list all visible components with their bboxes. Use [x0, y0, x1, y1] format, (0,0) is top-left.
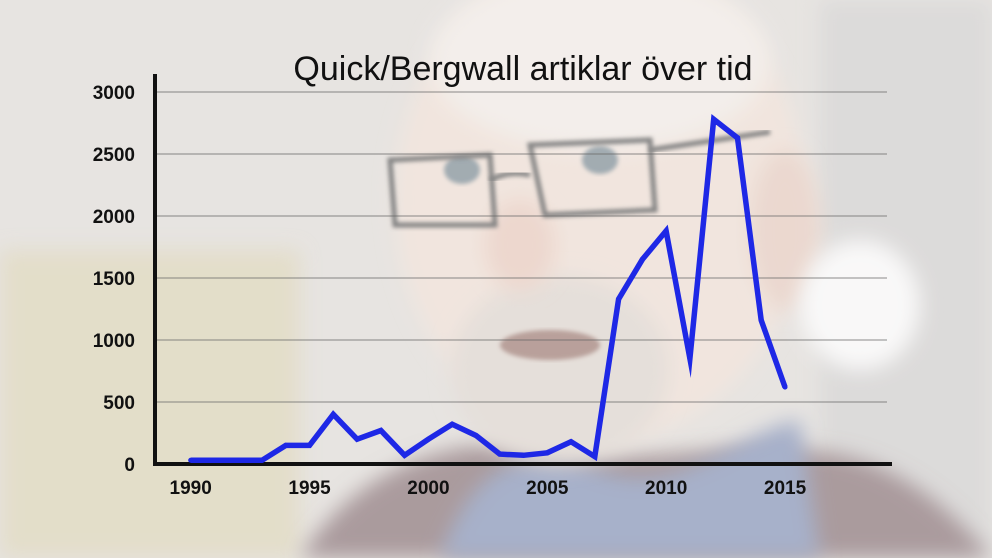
x-tick-label: 2010 — [645, 478, 687, 499]
data-point — [354, 436, 360, 442]
data-point — [378, 428, 384, 434]
data-point — [758, 317, 764, 323]
data-point — [235, 457, 241, 463]
data-point — [639, 256, 645, 262]
x-tick-label: 2015 — [764, 478, 807, 499]
data-point — [449, 421, 455, 427]
data-point — [330, 411, 336, 417]
data-point — [734, 135, 740, 141]
data-point — [283, 442, 289, 448]
data-point — [307, 442, 313, 448]
x-tick-label: 1995 — [288, 478, 331, 499]
data-point — [592, 454, 598, 460]
series-layer — [188, 114, 788, 464]
data-point — [521, 452, 526, 458]
data-point — [259, 457, 265, 463]
y-tick-label: 1000 — [93, 331, 135, 352]
x-tick-label: 2005 — [526, 478, 569, 499]
series-line — [190, 114, 788, 464]
data-point — [402, 452, 408, 458]
data-point — [711, 116, 717, 122]
y-tick-label: 2000 — [93, 207, 135, 228]
data-point — [663, 228, 669, 234]
y-tick-label: 3000 — [93, 83, 135, 104]
data-point — [616, 296, 622, 302]
grid-lines — [155, 91, 887, 403]
x-axis-ticks: 1990 1995 2000 2005 2010 2015 — [170, 478, 807, 499]
y-tick-label: 500 — [103, 393, 135, 414]
data-point — [687, 356, 693, 362]
data-point — [188, 457, 194, 463]
data-point — [473, 432, 479, 438]
x-tick-label: 2000 — [407, 478, 449, 499]
data-point — [425, 436, 431, 442]
data-point — [211, 457, 217, 463]
x-tick-label: 1990 — [170, 478, 212, 499]
data-point — [568, 439, 574, 445]
y-tick-label: 0 — [124, 455, 135, 476]
chart-title: Quick/Bergwall artiklar över tid — [293, 50, 752, 88]
data-point — [782, 384, 788, 390]
y-tick-label: 2500 — [93, 145, 135, 166]
data-point — [497, 451, 503, 457]
data-point — [544, 450, 550, 456]
y-axis-ticks: 0 500 1000 1500 2000 2500 3000 — [93, 83, 135, 476]
y-tick-label: 1500 — [93, 269, 135, 290]
